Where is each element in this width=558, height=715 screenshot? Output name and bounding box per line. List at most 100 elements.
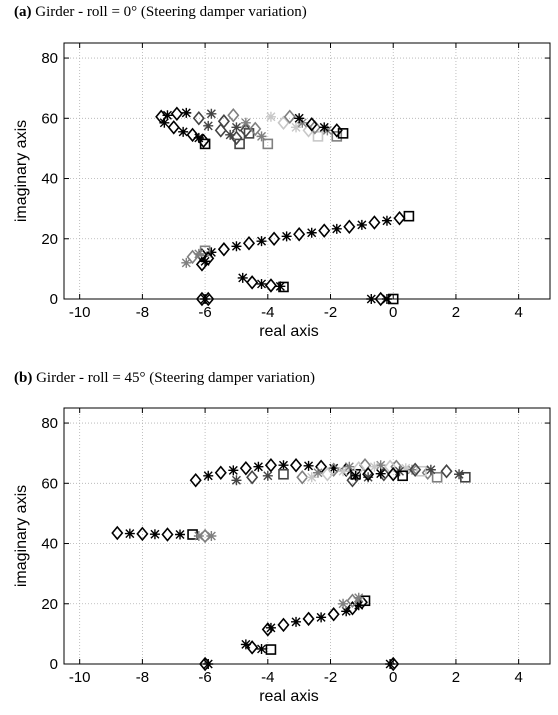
panel-b-title: (b) Girder - roll = 45° (Steering damper… bbox=[14, 370, 315, 387]
series-10 bbox=[261, 622, 276, 637]
series-12 bbox=[199, 656, 214, 672]
data-point bbox=[203, 659, 214, 669]
data-point bbox=[327, 462, 340, 477]
series-13 bbox=[366, 291, 399, 307]
data-point bbox=[268, 231, 281, 247]
data-point bbox=[277, 115, 290, 131]
data-point bbox=[291, 616, 302, 627]
data-point bbox=[159, 117, 170, 128]
series-10 bbox=[195, 251, 215, 272]
x-tick-label: -6 bbox=[198, 669, 211, 686]
panel-a-tag: (a) bbox=[14, 4, 32, 20]
data-point bbox=[312, 131, 324, 142]
data-point bbox=[281, 231, 292, 242]
data-point bbox=[264, 457, 277, 473]
x-tick-label: -6 bbox=[198, 304, 211, 321]
data-point bbox=[256, 643, 267, 654]
data-point bbox=[256, 236, 267, 247]
y-axis-label: imaginary axis bbox=[13, 485, 30, 587]
data-point bbox=[275, 281, 286, 292]
series-4 bbox=[227, 108, 274, 150]
data-point bbox=[387, 293, 399, 305]
data-point bbox=[305, 117, 318, 132]
data-point bbox=[227, 108, 240, 123]
y-tick-label: 60 bbox=[41, 110, 58, 127]
data-point bbox=[321, 467, 334, 482]
data-point bbox=[264, 278, 277, 293]
data-point bbox=[381, 294, 392, 304]
y-axis-label: imaginary axis bbox=[13, 120, 30, 222]
data-point bbox=[124, 528, 135, 539]
data-point bbox=[296, 470, 309, 485]
data-point bbox=[416, 465, 427, 477]
data-point bbox=[330, 123, 343, 138]
data-point bbox=[246, 640, 259, 655]
series-2 bbox=[192, 111, 245, 150]
data-point bbox=[167, 120, 180, 135]
x-tick-label: -8 bbox=[136, 669, 149, 686]
data-point bbox=[353, 592, 364, 603]
plot-frame bbox=[63, 42, 551, 300]
x-tick-label: -2 bbox=[324, 304, 337, 321]
data-point bbox=[356, 219, 367, 230]
data-point bbox=[111, 525, 124, 541]
series-8 bbox=[195, 210, 415, 263]
data-point bbox=[278, 460, 289, 471]
data-point bbox=[362, 467, 375, 482]
data-point bbox=[192, 111, 205, 126]
data-point bbox=[175, 529, 186, 540]
data-point bbox=[265, 111, 276, 122]
data-point bbox=[327, 607, 340, 622]
data-point bbox=[234, 138, 245, 150]
panel-b-tag: (b) bbox=[14, 370, 33, 386]
x-tick-label: -4 bbox=[261, 669, 274, 686]
data-point bbox=[203, 470, 214, 481]
data-point bbox=[181, 257, 192, 268]
data-point bbox=[369, 461, 380, 472]
data-point bbox=[297, 117, 308, 128]
x-tick-label: 0 bbox=[389, 304, 397, 321]
x-tick-label: 0 bbox=[389, 669, 397, 686]
data-point bbox=[440, 463, 453, 479]
x-tick-label: -4 bbox=[261, 304, 274, 321]
data-point bbox=[350, 470, 361, 481]
data-point bbox=[352, 460, 365, 476]
data-point bbox=[256, 278, 267, 289]
series-5 bbox=[265, 111, 324, 142]
data-point bbox=[231, 122, 242, 133]
series-3 bbox=[206, 108, 255, 139]
data-point bbox=[375, 468, 386, 479]
data-point bbox=[206, 108, 217, 119]
data-point bbox=[203, 120, 214, 131]
data-point bbox=[368, 215, 381, 230]
data-point bbox=[181, 107, 192, 118]
data-point bbox=[308, 120, 321, 135]
data-point bbox=[246, 470, 259, 485]
data-point bbox=[363, 472, 374, 483]
data-point bbox=[306, 227, 317, 238]
data-point bbox=[199, 138, 211, 150]
x-tick-label: -10 bbox=[69, 669, 91, 686]
data-point bbox=[265, 644, 277, 655]
panel-b-title-text: Girder - roll = 45° (Steering damper var… bbox=[36, 370, 316, 386]
data-point bbox=[346, 593, 359, 609]
data-point bbox=[262, 470, 273, 481]
data-point bbox=[186, 249, 199, 265]
data-point bbox=[319, 122, 330, 133]
data-point bbox=[400, 463, 411, 474]
data-point bbox=[294, 113, 305, 124]
data-point bbox=[193, 531, 204, 541]
data-point bbox=[318, 223, 331, 238]
data-point bbox=[338, 598, 349, 609]
data-point bbox=[387, 656, 400, 672]
data-point bbox=[306, 472, 317, 483]
data-point bbox=[170, 106, 183, 122]
data-point bbox=[186, 127, 199, 143]
y-tick-label: 0 bbox=[50, 291, 58, 308]
series-6 bbox=[111, 525, 198, 542]
series-8 bbox=[277, 595, 371, 633]
data-point bbox=[187, 529, 198, 540]
series-7 bbox=[294, 113, 349, 139]
data-point bbox=[239, 460, 252, 476]
